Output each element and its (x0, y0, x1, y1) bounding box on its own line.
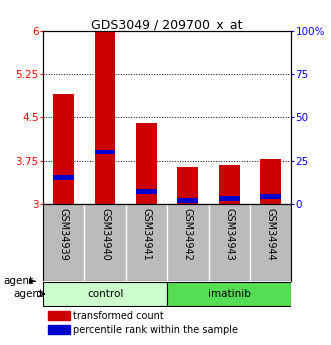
Text: GSM34940: GSM34940 (100, 208, 110, 260)
Text: GSM34944: GSM34944 (265, 208, 276, 260)
Bar (53, 176, 74, 180)
Text: transformed count: transformed count (73, 311, 164, 321)
Text: imatinib: imatinib (208, 289, 251, 299)
Bar (219, 196, 240, 201)
Text: agent: agent (3, 276, 33, 286)
Bar (260, 195, 281, 199)
Text: agent: agent (13, 289, 43, 299)
Text: control: control (87, 289, 123, 299)
Text: GSM34939: GSM34939 (59, 208, 69, 260)
Bar (53, 95, 74, 204)
Text: GSM34943: GSM34943 (224, 208, 234, 260)
Bar (260, 159, 281, 204)
Bar (177, 167, 198, 204)
Bar (219, 165, 240, 204)
Bar (43, 282, 167, 306)
Bar (177, 198, 198, 203)
Bar (95, 149, 116, 154)
Text: percentile rank within the sample: percentile rank within the sample (73, 325, 238, 335)
Text: GSM34942: GSM34942 (183, 208, 193, 260)
Bar (136, 189, 157, 194)
Title: GDS3049 / 209700_x_at: GDS3049 / 209700_x_at (91, 18, 243, 31)
Bar (95, 31, 116, 204)
Bar (136, 123, 157, 204)
Bar (48, 311, 71, 320)
Bar (48, 325, 71, 334)
Bar (167, 282, 291, 306)
Text: GSM34941: GSM34941 (141, 208, 152, 260)
